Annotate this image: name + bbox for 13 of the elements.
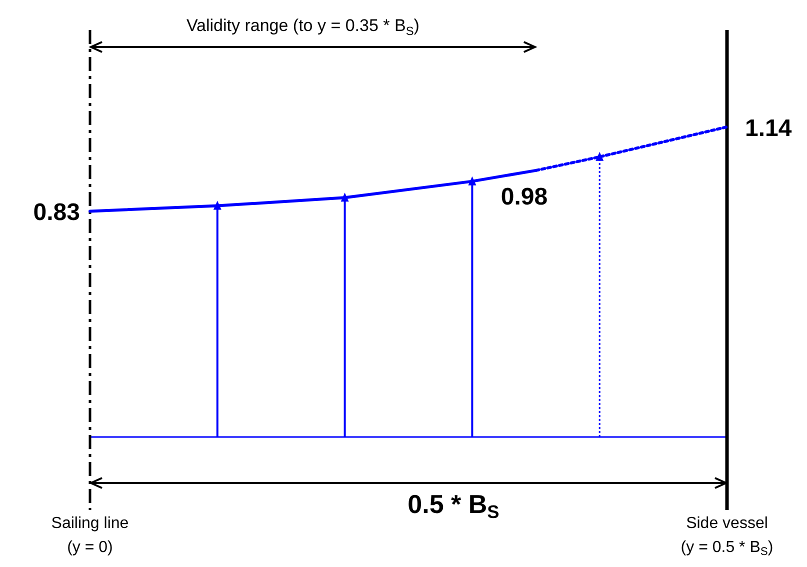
point <box>596 152 604 161</box>
point <box>468 176 476 186</box>
text: 0.5 * B$_{S}$ <box>408 489 500 522</box>
text: Validity range (to y = 0.35 * B$_{S}$) <box>186 16 420 38</box>
data-label: 1.14 <box>745 114 792 142</box>
data-label: 0.83 <box>33 199 80 226</box>
x-tick-label: (y = 0) <box>67 539 113 556</box>
data-label: 0.98 <box>500 183 548 210</box>
ref-line-label: Side vessel <box>686 515 768 532</box>
point <box>340 192 349 202</box>
ref-line-label: Sailing line <box>51 515 129 532</box>
point <box>213 200 222 210</box>
x-tick-label: (y = 0.5 * B$_{S}$) <box>680 539 774 558</box>
